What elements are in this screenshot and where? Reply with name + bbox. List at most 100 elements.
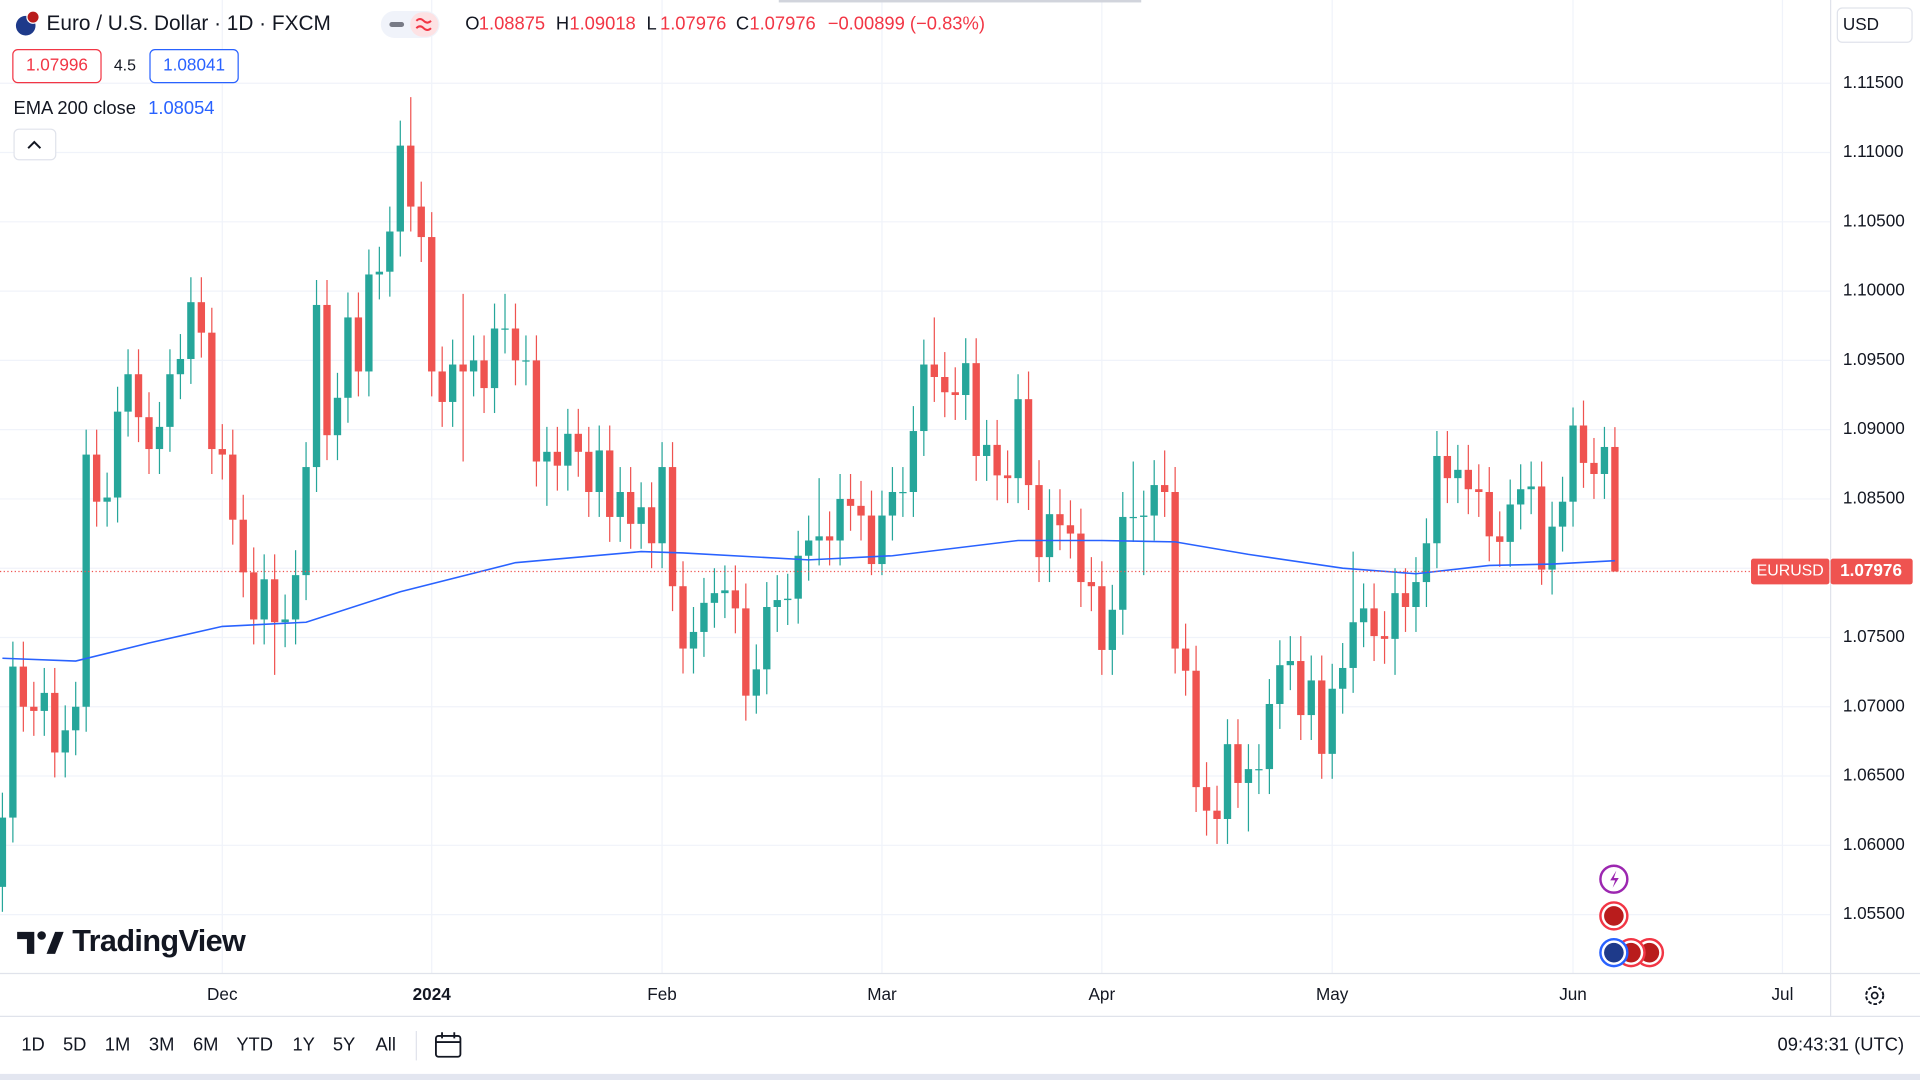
candle-body (30, 706, 38, 711)
axes: 1.055001.060001.065001.070001.075001.080… (207, 72, 1913, 1004)
candle-body (522, 360, 530, 362)
candle-body (1443, 455, 1452, 479)
y-tick-label: 1.06500 (1843, 765, 1905, 785)
timeframe-button[interactable]: 3M (149, 1034, 175, 1055)
candle-body (658, 467, 666, 544)
candle-body (469, 360, 478, 372)
candle-body (564, 433, 572, 466)
spread: 4.5 (114, 57, 136, 74)
candle-body (344, 317, 352, 398)
candle-body (459, 364, 467, 372)
candle-body (61, 730, 69, 753)
candle-body (1412, 582, 1420, 607)
ask-price: 1.08041 (163, 55, 225, 75)
candle-body (1600, 446, 1609, 474)
candle-body (857, 505, 865, 516)
candle-body (1359, 608, 1368, 623)
candle-body (1537, 486, 1546, 570)
candle-body (1223, 744, 1232, 819)
candle-body (145, 417, 153, 450)
candle-body (1098, 586, 1106, 650)
candle-body (794, 555, 802, 599)
ohlc-value: 1.07976 (660, 12, 726, 33)
candle-body (428, 237, 436, 372)
indicator-name: EMA 200 close (13, 97, 135, 118)
collapse-button[interactable] (13, 128, 57, 161)
ohlc-change: −0.00899 (−0.83%) (828, 12, 985, 33)
candle-body (1234, 744, 1242, 783)
timeframe-button[interactable]: YTD (236, 1034, 273, 1055)
currency-button[interactable] (1836, 7, 1913, 43)
bottom-strip (0, 1073, 1920, 1080)
status-icon (415, 18, 432, 31)
timeframe-button[interactable]: 6M (193, 1034, 219, 1055)
candle-body (825, 536, 834, 541)
y-tick-label: 1.05500 (1843, 903, 1905, 923)
candle-body (480, 360, 488, 389)
candle-body (1119, 516, 1127, 610)
timeframe-button[interactable]: All (376, 1034, 396, 1055)
candle-body (1611, 446, 1619, 572)
calendar-icon (435, 1035, 462, 1058)
candle-body (176, 358, 185, 375)
currency: USD (1843, 14, 1879, 34)
candle-body (679, 586, 687, 649)
candle-body (742, 608, 750, 696)
candle-body (312, 304, 321, 468)
candle-body (1003, 475, 1012, 479)
candle-body (448, 364, 457, 402)
candle-body (40, 692, 48, 711)
candle-body (700, 602, 708, 632)
candle-body (543, 451, 551, 462)
candle-body (962, 363, 970, 396)
candle-body (1590, 462, 1598, 474)
candle-body (1160, 485, 1169, 492)
candle-body (302, 467, 310, 576)
ask-box[interactable] (149, 48, 239, 84)
timeframe-button[interactable]: 1Y (292, 1034, 314, 1055)
candle-body (1307, 680, 1315, 716)
candle-body (1422, 543, 1431, 583)
event-icons (1599, 864, 1665, 968)
candle-body (333, 397, 342, 436)
candle-body (291, 575, 300, 620)
candle-body (1140, 515, 1148, 517)
y-tick-label: 1.08500 (1843, 487, 1905, 507)
y-tick-label: 1.09000 (1843, 418, 1905, 438)
timeframe-button[interactable]: 1D (21, 1034, 44, 1055)
y-tick-label: 1.07000 (1843, 695, 1905, 715)
candle-body (1171, 491, 1179, 649)
candle-body (396, 145, 404, 232)
bid-price: 1.07996 (26, 55, 88, 75)
timeframe-button[interactable]: 5Y (333, 1034, 355, 1055)
plot (0, 97, 1752, 912)
timeframe-button[interactable]: 5D (63, 1034, 86, 1055)
bid-box[interactable] (12, 48, 102, 84)
candle-body (1338, 667, 1347, 689)
candle-body (951, 392, 959, 396)
candle-body (626, 491, 635, 524)
candle-body (993, 444, 1001, 476)
y-tick-label: 1.11000 (1843, 141, 1904, 161)
candle-body (386, 231, 394, 272)
candle-body (1108, 609, 1116, 650)
candle-body (501, 328, 509, 330)
candle-body (1213, 810, 1221, 819)
candle-body (1045, 514, 1054, 558)
date-range-button[interactable] (435, 1032, 462, 1058)
candle-body (532, 360, 541, 462)
logo-mark (37, 931, 46, 940)
settings-button[interactable] (1865, 985, 1885, 1006)
candle-body (1066, 525, 1075, 534)
candle-body (616, 491, 624, 517)
ohlc-label: O (465, 12, 479, 33)
candle-body (260, 579, 268, 620)
timeframe-button[interactable]: 1M (105, 1034, 131, 1055)
candle-body (208, 332, 216, 450)
candle-body (668, 467, 677, 587)
symbol-title: Euro / U.S. Dollar · 1D · FXCM (47, 12, 331, 35)
candle-body (1548, 526, 1556, 570)
candle-body (710, 593, 719, 603)
candle-body (155, 426, 164, 450)
